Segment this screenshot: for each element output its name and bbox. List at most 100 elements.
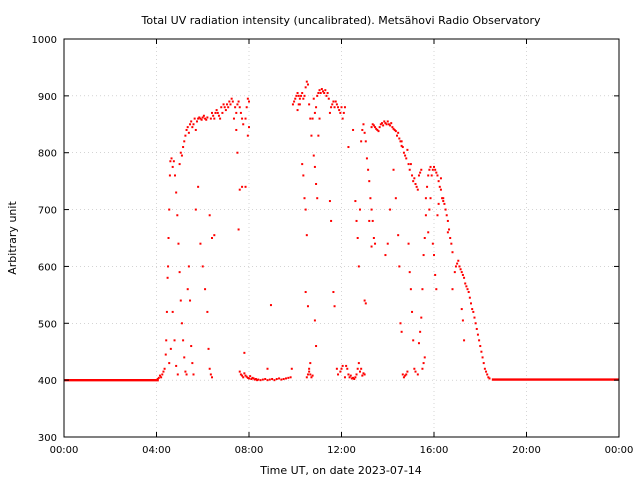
data-point (250, 378, 253, 381)
data-point (294, 97, 297, 100)
data-point (302, 174, 305, 177)
data-point (325, 94, 328, 97)
data-point (306, 83, 309, 86)
data-point (195, 120, 198, 123)
data-point (335, 367, 338, 370)
data-point (364, 140, 367, 143)
data-point (487, 376, 490, 379)
data-point (406, 370, 409, 373)
data-point (406, 148, 409, 151)
data-point (416, 188, 419, 191)
data-point (341, 364, 344, 367)
data-point (282, 378, 285, 381)
data-point (363, 299, 366, 302)
data-point (211, 237, 213, 239)
data-point (357, 362, 360, 365)
data-point (178, 271, 181, 274)
data-point (231, 100, 234, 103)
data-point (169, 160, 172, 163)
data-point (482, 362, 485, 365)
data-point (384, 254, 387, 257)
data-point (478, 339, 481, 342)
data-point (246, 376, 249, 379)
data-point (367, 168, 370, 171)
x-tick-label: 08:00 (235, 445, 264, 456)
data-point (166, 276, 169, 279)
data-point (397, 131, 400, 134)
data-point (208, 367, 211, 370)
data-point (219, 117, 222, 120)
data-point (337, 106, 340, 109)
chart-title: Total UV radiation intensity (uncalibrat… (141, 14, 541, 27)
data-point (479, 345, 482, 348)
data-point (466, 288, 469, 291)
data-point (380, 122, 383, 125)
data-point (379, 123, 382, 126)
data-point (204, 117, 207, 120)
x-tick-label: 00:00 (605, 445, 634, 456)
data-point (374, 126, 377, 129)
data-point (359, 370, 361, 373)
data-point (375, 127, 378, 130)
data-point (340, 367, 343, 370)
data-point (317, 134, 320, 137)
data-point (483, 367, 486, 370)
data-point (222, 103, 225, 106)
data-point (300, 94, 303, 97)
data-point (226, 103, 229, 106)
data-point (330, 106, 333, 109)
data-point (202, 114, 205, 117)
data-point (420, 168, 423, 171)
data-point (309, 362, 312, 365)
data-point (437, 202, 440, 205)
data-point (211, 376, 213, 379)
data-point (287, 376, 290, 379)
data-point (357, 265, 360, 268)
data-point (360, 140, 363, 143)
data-point (296, 92, 299, 95)
y-tick-label: 500 (38, 319, 57, 330)
data-point (411, 310, 414, 313)
data-point (396, 134, 398, 137)
data-point (316, 94, 319, 97)
data-point (335, 103, 338, 106)
data-point (457, 259, 460, 262)
data-point (408, 271, 411, 274)
data-point (199, 117, 202, 120)
data-point (296, 109, 299, 112)
data-point (311, 117, 314, 120)
data-point (302, 97, 305, 100)
data-point (303, 94, 306, 97)
data-point (355, 219, 358, 222)
data-point (306, 305, 309, 308)
data-point (289, 376, 292, 379)
data-point (230, 97, 233, 100)
data-point (214, 111, 217, 114)
data-point (327, 97, 330, 100)
data-point (361, 374, 364, 377)
data-point (158, 374, 161, 377)
data-point (224, 109, 227, 112)
data-point (183, 356, 186, 359)
data-point (242, 376, 245, 379)
data-point (236, 151, 239, 154)
data-point (310, 376, 313, 379)
data-point (427, 174, 430, 177)
data-point (182, 339, 185, 342)
data-point (241, 185, 244, 188)
data-point (293, 100, 296, 103)
data-point (471, 308, 474, 311)
data-point (157, 376, 160, 379)
data-point (332, 100, 335, 103)
data-point (297, 103, 300, 106)
data-point (422, 362, 425, 365)
data-point (370, 245, 373, 248)
data-point (227, 106, 230, 109)
data-point (298, 103, 301, 106)
data-point (441, 197, 444, 200)
data-point (346, 367, 349, 370)
data-point (392, 168, 395, 171)
data-point (193, 117, 196, 120)
data-point (405, 373, 408, 376)
